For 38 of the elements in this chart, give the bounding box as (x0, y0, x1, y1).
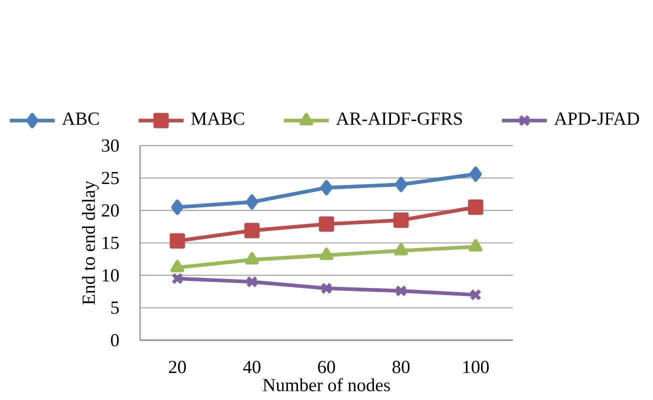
point (244, 222, 260, 238)
point (395, 284, 408, 297)
y-tick-label: 10 (102, 269, 119, 282)
point (320, 282, 332, 294)
point (394, 242, 408, 256)
y-tick-label: 0 (110, 334, 119, 346)
point (171, 200, 184, 215)
legend-label: ABC (62, 112, 99, 125)
y-tick-label: 20 (102, 204, 119, 217)
x-tick-label: 100 (463, 360, 489, 374)
x-tick-label: 80 (392, 360, 410, 374)
point (394, 176, 408, 192)
point (393, 212, 409, 228)
y-axis-title: End to end delay (82, 180, 99, 305)
point (318, 216, 334, 232)
point (320, 180, 333, 196)
point (171, 272, 184, 284)
y-tick-label: 25 (102, 172, 119, 184)
legend-label: MABC (191, 112, 244, 125)
point (246, 194, 258, 210)
point (468, 239, 483, 252)
legend-label: AR-AIDF-GFRS (336, 112, 462, 125)
x-tick-label: 60 (318, 360, 336, 374)
point (170, 233, 185, 249)
x-tick-label: 20 (168, 360, 186, 374)
point (245, 252, 259, 264)
y-tick-label: 15 (102, 236, 119, 250)
x-tick-label: 40 (243, 360, 260, 374)
x-axis-title: Number of nodes (262, 378, 390, 392)
point (320, 248, 334, 260)
y-tick-label: 30 (102, 139, 119, 152)
point (468, 200, 484, 215)
point (246, 276, 258, 288)
point (170, 260, 184, 272)
point (469, 166, 482, 182)
legend-label: APD-JFAD (554, 112, 640, 125)
y-tick-label: 5 (111, 302, 119, 314)
point (470, 288, 482, 301)
